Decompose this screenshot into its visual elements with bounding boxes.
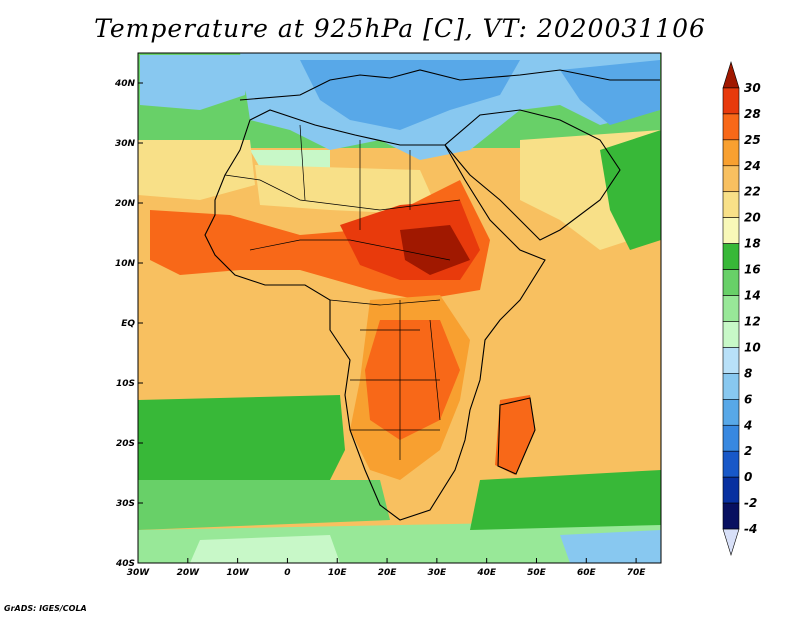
colorbar-swatch <box>722 347 740 374</box>
colorbar-label: 4 <box>743 418 752 432</box>
colorbar-swatch <box>722 502 740 530</box>
colorbar-swatch <box>722 87 740 115</box>
latitude-axis: 40N 30N 20N 10N EQ 10S 20S 30S 40S <box>114 79 143 569</box>
colorbar-label: 14 <box>744 289 761 303</box>
colorbar-swatch <box>722 424 740 452</box>
colorbar-label: 18 <box>744 237 761 251</box>
lon-label: 60E <box>577 568 597 578</box>
colorbar-swatch <box>722 191 740 218</box>
lat-label: 10S <box>116 379 135 389</box>
colorbar-label: 22 <box>744 185 761 199</box>
lat-label: 40N <box>114 79 136 89</box>
colorbar-label: 20 <box>744 211 761 225</box>
colorbar-label: 16 <box>744 263 761 277</box>
colorbar-label: 30 <box>744 81 761 95</box>
lat-label: 20N <box>115 199 136 209</box>
colorbar-label: 25 <box>744 133 761 147</box>
lon-label: 30W <box>127 568 151 578</box>
colorbar-swatch <box>722 528 740 557</box>
colorbar-swatch <box>722 217 740 244</box>
lon-label: 40E <box>476 568 497 578</box>
colorbar-swatch <box>722 295 740 322</box>
colorbar-swatch <box>722 450 740 478</box>
lon-label: 0 <box>284 568 290 578</box>
temperature-field <box>138 53 661 563</box>
lon-label: 20E <box>378 568 398 578</box>
lon-label: 30E <box>428 568 448 578</box>
lat-label: 20S <box>116 439 135 449</box>
lon-label: 20W <box>177 568 201 578</box>
coastlines <box>204 69 660 521</box>
colorbar-swatch <box>722 476 740 504</box>
country-borders <box>224 124 461 460</box>
lon-label: 70E <box>627 568 647 578</box>
lon-label: 50E <box>527 568 547 578</box>
colorbar-label: 12 <box>744 314 761 328</box>
colorbar-swatch <box>722 321 740 348</box>
colorbar-swatch <box>722 113 740 141</box>
map-frame <box>137 52 662 564</box>
colorbar-swatch <box>722 243 740 270</box>
lat-label: 30N <box>115 139 136 149</box>
colorbar-label: 10 <box>744 340 761 354</box>
colorbar-swatch <box>722 165 740 193</box>
lat-label: EQ <box>121 319 135 329</box>
colorbar-label: 8 <box>744 366 752 380</box>
lon-label: 10W <box>226 568 250 578</box>
colorbar-label: 0 <box>744 470 752 484</box>
colorbar-swatch <box>722 373 740 400</box>
longitude-axis: 30W 20W 10W 0 10E 20E 30E 40E 50E 60E 70E <box>127 558 647 578</box>
colorbar-swatch <box>722 269 740 296</box>
lat-label: 40S <box>115 559 135 569</box>
colorbar-swatch <box>722 139 740 167</box>
colorbar-label: -4 <box>744 522 757 536</box>
colorbar-label: 2 <box>744 444 752 458</box>
colorbar-label: 6 <box>744 392 752 406</box>
colorbar-label: 24 <box>744 159 761 173</box>
lat-label: 10N <box>115 259 136 269</box>
grads-credit: GrADS: IGES/COLA <box>4 604 87 613</box>
colorbar-swatch <box>722 399 740 426</box>
lat-label: 30S <box>116 499 135 509</box>
map-title: Temperature at 925hPa [C], VT: 202003110… <box>94 14 706 43</box>
colorbar-label: 28 <box>744 107 761 121</box>
lon-label: 10E <box>328 568 348 578</box>
colorbar-swatch <box>722 60 740 89</box>
colorbar-label: -2 <box>744 496 757 510</box>
